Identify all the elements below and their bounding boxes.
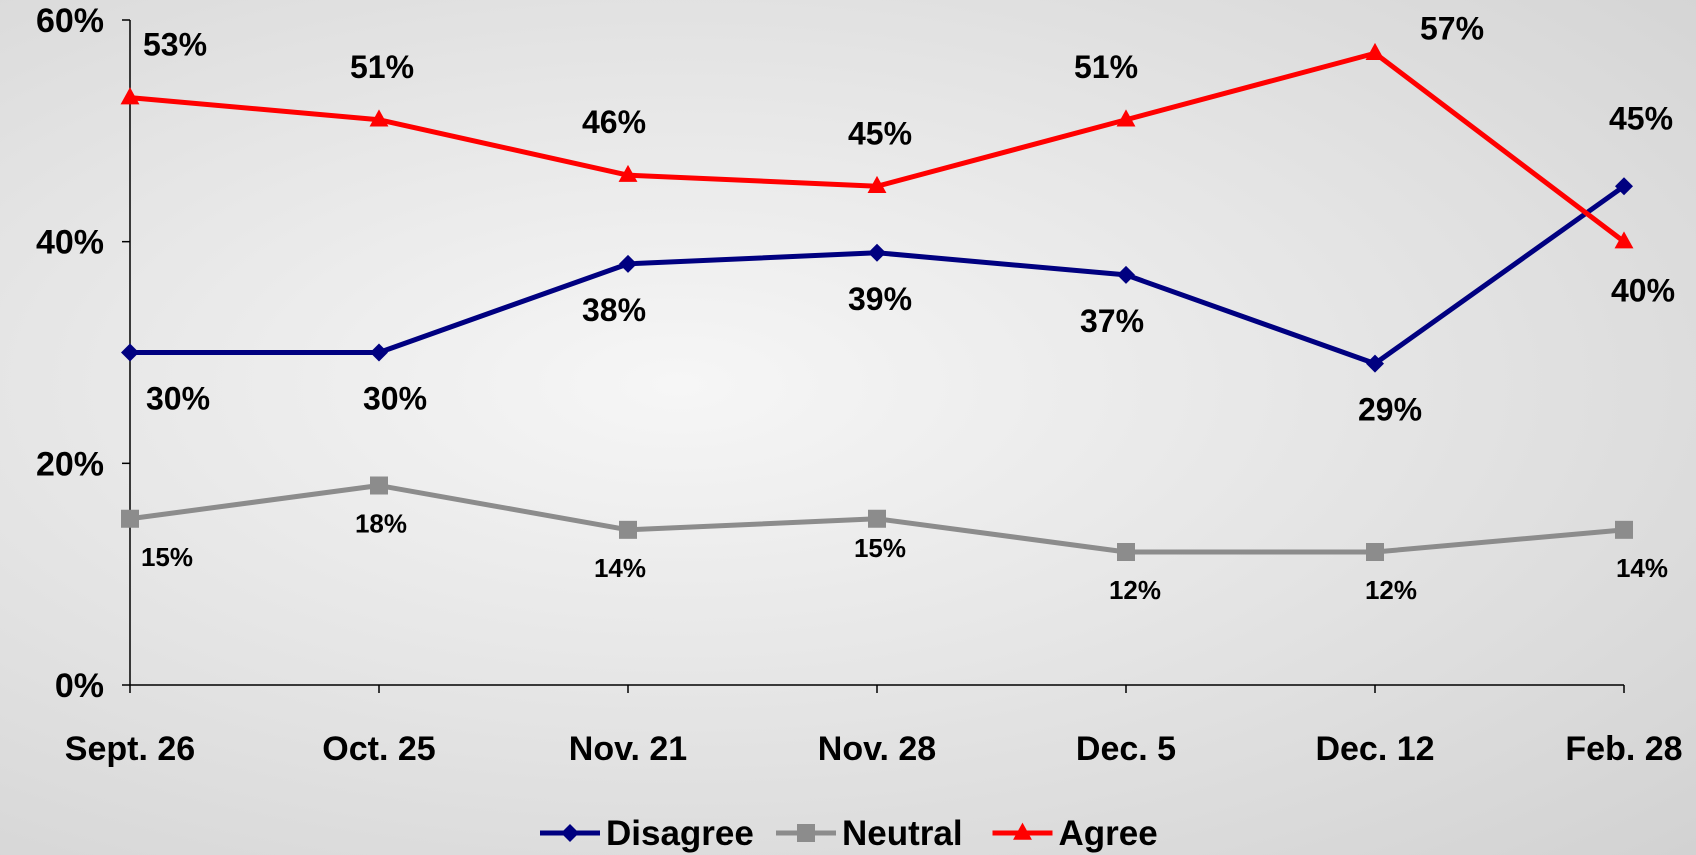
data-point-square xyxy=(370,476,388,495)
y-tick-label: 40% xyxy=(36,224,104,262)
series-lines xyxy=(120,42,1634,561)
data-point-square xyxy=(1366,543,1384,561)
data-label-agree: 51% xyxy=(1074,49,1138,85)
data-point-triangle xyxy=(1614,231,1634,249)
data-point-diamond xyxy=(868,243,886,262)
data-label-neutral: 14% xyxy=(594,553,646,583)
y-tick-label: 60% xyxy=(36,2,104,40)
data-point-diamond xyxy=(1117,265,1135,284)
x-tick-label: Dec. 5 xyxy=(1076,730,1176,768)
x-tick-label: Feb. 28 xyxy=(1565,730,1682,768)
data-label-disagree: 29% xyxy=(1358,392,1422,428)
data-point-triangle xyxy=(1365,42,1385,60)
data-label-neutral: 15% xyxy=(141,542,193,572)
legend-label-agree: Agree xyxy=(1059,814,1158,853)
axes: 0% 20% 40% 60% Sept. 26 Oct. 25 Nov. 21 Nov. 28… xyxy=(36,2,1683,768)
data-label-disagree: 38% xyxy=(582,292,646,328)
data-point-diamond xyxy=(370,343,388,362)
data-point-diamond xyxy=(1366,354,1384,373)
data-point-triangle xyxy=(867,175,887,193)
data-label-agree: 46% xyxy=(582,104,646,140)
y-tick-label: 20% xyxy=(36,445,104,483)
x-tick-label: Oct. 25 xyxy=(322,730,435,768)
data-point-square xyxy=(619,520,637,539)
legend-label-disagree: Disagree xyxy=(606,814,754,853)
data-label-agree: 45% xyxy=(848,115,912,151)
data-label-agree: 53% xyxy=(143,27,207,63)
legend-label-neutral: Neutral xyxy=(842,814,963,853)
data-point-triangle xyxy=(120,87,140,105)
data-label-disagree: 45% xyxy=(1609,100,1673,136)
data-point-square xyxy=(868,509,886,528)
data-point-square xyxy=(1117,543,1135,561)
x-tick-label: Nov. 28 xyxy=(818,730,936,768)
series-line-disagree xyxy=(130,184,1626,367)
data-label-neutral: 12% xyxy=(1109,575,1161,605)
data-point-square xyxy=(1615,520,1633,539)
data-label-neutral: 12% xyxy=(1365,575,1417,605)
legend: Disagree Neutral Agree xyxy=(540,814,1158,853)
data-label-disagree: 30% xyxy=(146,381,210,417)
data-point-triangle xyxy=(618,164,638,182)
data-point-square xyxy=(121,509,139,528)
data-point-triangle xyxy=(1116,109,1136,127)
data-label-agree: 40% xyxy=(1611,273,1675,309)
data-point-diamond xyxy=(121,343,139,362)
data-labels: 30% 30% 38% 39% 37% 29% 45% 15% 18% 14% 15% 12% 12% 1… xyxy=(141,10,1675,605)
x-tick-label: Dec. 12 xyxy=(1315,730,1434,768)
data-label-neutral: 14% xyxy=(1616,553,1668,583)
data-label-disagree: 39% xyxy=(848,281,912,317)
x-tick-label: Sept. 26 xyxy=(65,730,195,768)
data-point-triangle xyxy=(369,109,389,127)
data-label-disagree: 37% xyxy=(1080,303,1144,339)
y-tick-label: 0% xyxy=(55,667,104,705)
data-label-agree: 51% xyxy=(350,49,414,85)
data-point-triangle xyxy=(1013,822,1032,840)
data-point-square xyxy=(797,824,815,842)
data-label-disagree: 30% xyxy=(363,381,427,417)
data-label-neutral: 15% xyxy=(854,533,906,563)
x-tick-label: Nov. 21 xyxy=(569,730,687,768)
data-point-diamond xyxy=(561,824,579,842)
data-point-diamond xyxy=(619,254,637,273)
data-label-neutral: 18% xyxy=(355,509,407,539)
data-point-diamond xyxy=(1615,177,1633,196)
data-label-agree: 57% xyxy=(1420,10,1484,46)
